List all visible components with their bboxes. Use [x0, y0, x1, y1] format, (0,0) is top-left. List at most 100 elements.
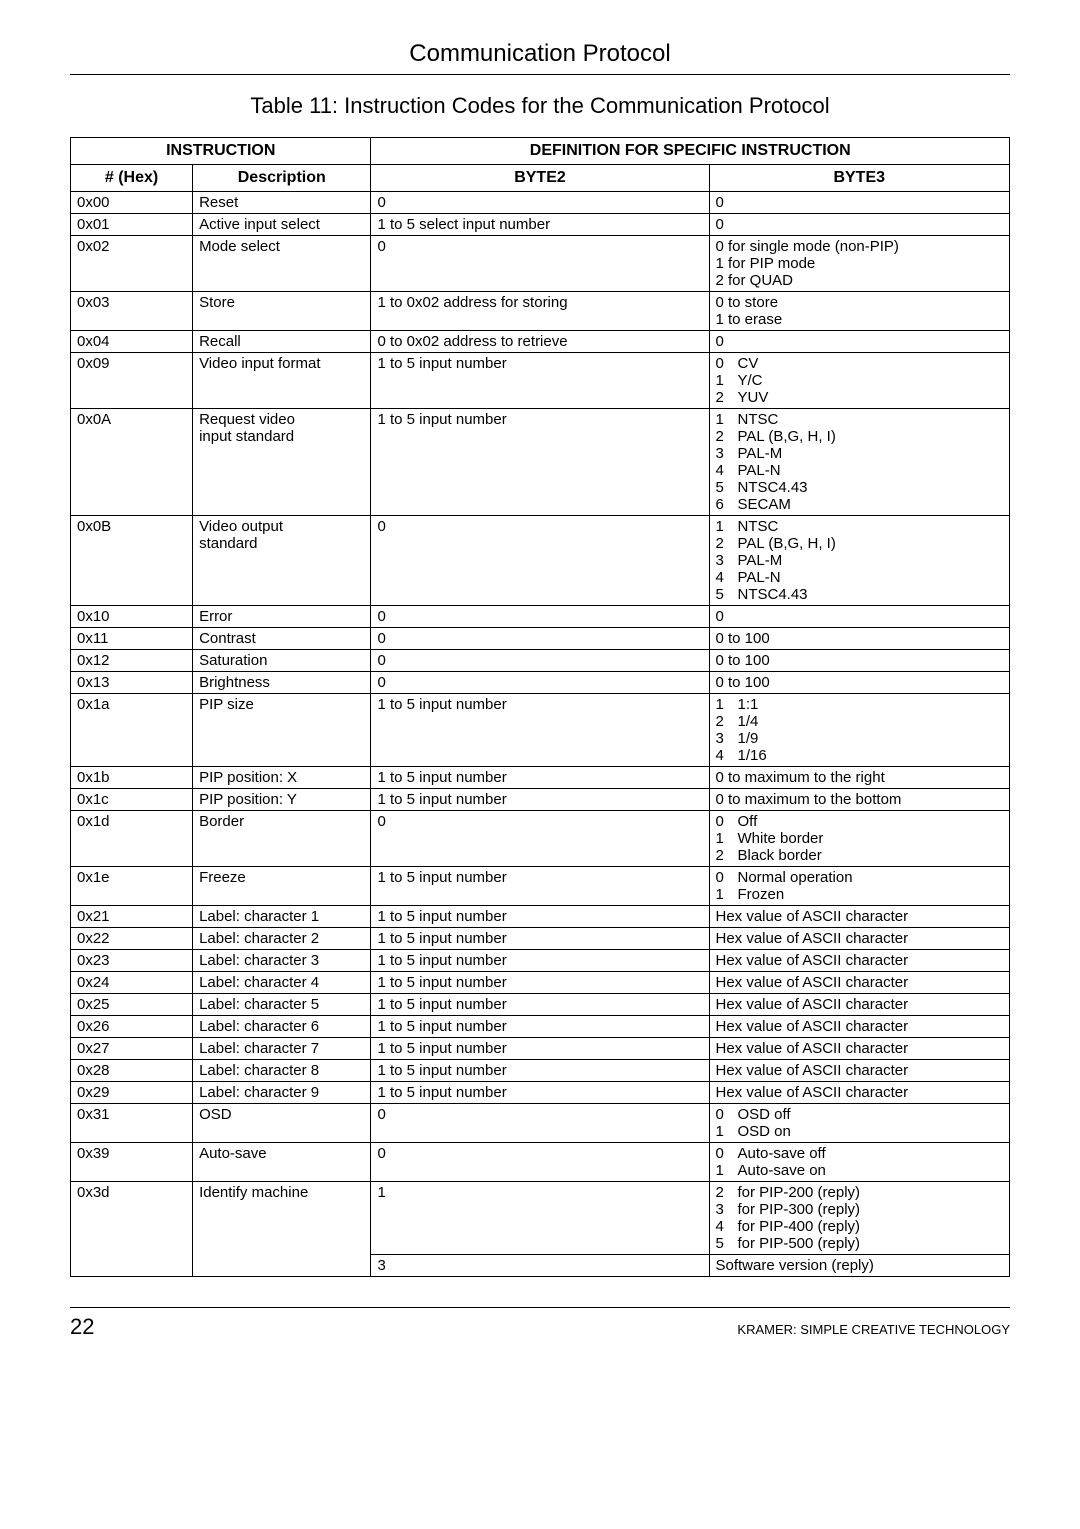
cell-byte2: 0	[371, 1104, 709, 1143]
cell-hex: 0x28	[71, 1060, 193, 1082]
cell-byte3: 0 to maximum to the right	[709, 767, 1010, 789]
cell-hex: 0x1b	[71, 767, 193, 789]
cell-desc: Label: character 1	[193, 906, 371, 928]
table-row: 0x1eFreeze1 to 5 input number0Normal ope…	[71, 867, 1010, 906]
cell-hex: 0x26	[71, 1016, 193, 1038]
cell-byte2: 0	[371, 628, 709, 650]
cell-hex: 0x3d	[71, 1182, 193, 1277]
cell-byte2: 0	[371, 811, 709, 867]
cell-desc: Label: character 6	[193, 1016, 371, 1038]
cell-byte3: 1NTSC2PAL (B,G, H, I)3PAL-M4PAL-N5NTSC4.…	[709, 516, 1010, 606]
cell-byte2: 1 to 5 input number	[371, 1038, 709, 1060]
table-row: 0x31OSD00OSD off1OSD on	[71, 1104, 1010, 1143]
cell-desc: Label: character 9	[193, 1082, 371, 1104]
cell-byte3: 0	[709, 214, 1010, 236]
cell-byte2: 3	[371, 1255, 709, 1277]
cell-hex: 0x27	[71, 1038, 193, 1060]
cell-hex: 0x31	[71, 1104, 193, 1143]
cell-hex: 0x1a	[71, 694, 193, 767]
cell-hex: 0x01	[71, 214, 193, 236]
cell-byte3: 11:121/431/941/16	[709, 694, 1010, 767]
cell-byte3: 1NTSC2PAL (B,G, H, I)3PAL-M4PAL-N5NTSC4.…	[709, 409, 1010, 516]
footer-brand: KRAMER: SIMPLE CREATIVE TECHNOLOGY	[737, 1322, 1010, 1337]
cell-desc: Contrast	[193, 628, 371, 650]
cell-hex: 0x00	[71, 192, 193, 214]
table-row: 0x00Reset00	[71, 192, 1010, 214]
cell-desc: Recall	[193, 331, 371, 353]
cell-desc: Label: character 3	[193, 950, 371, 972]
cell-hex: 0x11	[71, 628, 193, 650]
table-row: 0x3dIdentify machine12for PIP-200 (reply…	[71, 1182, 1010, 1255]
cell-byte3: 0 to 100	[709, 628, 1010, 650]
cell-desc: Saturation	[193, 650, 371, 672]
cell-desc: Freeze	[193, 867, 371, 906]
cell-hex: 0x25	[71, 994, 193, 1016]
cell-byte2: 1 to 5 input number	[371, 867, 709, 906]
th-byte3: BYTE3	[709, 165, 1010, 192]
cell-byte3: 0 for single mode (non-PIP) 1 for PIP mo…	[709, 236, 1010, 292]
cell-desc: Label: character 4	[193, 972, 371, 994]
cell-byte3: Hex value of ASCII character	[709, 950, 1010, 972]
table-row: 0x10Error00	[71, 606, 1010, 628]
table-row: 0x22Label: character 21 to 5 input numbe…	[71, 928, 1010, 950]
cell-byte3: Hex value of ASCII character	[709, 928, 1010, 950]
table-row: 0x1cPIP position: Y1 to 5 input number0 …	[71, 789, 1010, 811]
cell-byte2: 1 to 5 input number	[371, 694, 709, 767]
cell-desc: Video output standard	[193, 516, 371, 606]
table-row: 0x0BVideo output standard01NTSC2PAL (B,G…	[71, 516, 1010, 606]
table-row: 0x12Saturation00 to 100	[71, 650, 1010, 672]
table-row: 0x11Contrast00 to 100	[71, 628, 1010, 650]
cell-byte3: 0Off1White border2Black border	[709, 811, 1010, 867]
table-row: 0x13Brightness00 to 100	[71, 672, 1010, 694]
cell-byte2: 1 to 5 input number	[371, 1082, 709, 1104]
cell-byte2: 0	[371, 236, 709, 292]
cell-desc: PIP position: X	[193, 767, 371, 789]
cell-desc: PIP size	[193, 694, 371, 767]
cell-byte2: 1 to 5 input number	[371, 994, 709, 1016]
th-description: Description	[193, 165, 371, 192]
cell-byte3: Hex value of ASCII character	[709, 1016, 1010, 1038]
cell-desc: Reset	[193, 192, 371, 214]
table-row: 0x1dBorder00Off1White border2Black borde…	[71, 811, 1010, 867]
cell-byte3: Hex value of ASCII character	[709, 906, 1010, 928]
table-row: 0x21Label: character 11 to 5 input numbe…	[71, 906, 1010, 928]
th-hex: # (Hex)	[71, 165, 193, 192]
table-row: 0x1bPIP position: X1 to 5 input number0 …	[71, 767, 1010, 789]
rule-top	[70, 74, 1010, 75]
cell-hex: 0x04	[71, 331, 193, 353]
table-row: 0x03Store1 to 0x02 address for storing0 …	[71, 292, 1010, 331]
cell-desc: Identify machine	[193, 1182, 371, 1277]
cell-hex: 0x09	[71, 353, 193, 409]
cell-byte3: Hex value of ASCII character	[709, 1082, 1010, 1104]
cell-desc: Error	[193, 606, 371, 628]
cell-byte2: 0	[371, 516, 709, 606]
table-row: 0x04Recall0 to 0x02 address to retrieve0	[71, 331, 1010, 353]
cell-desc: OSD	[193, 1104, 371, 1143]
cell-byte3: 0CV1Y/C2YUV	[709, 353, 1010, 409]
th-definition: DEFINITION FOR SPECIFIC INSTRUCTION	[371, 138, 1010, 165]
cell-desc: Request video input standard	[193, 409, 371, 516]
table-row: 0x39Auto-save00Auto-save off1Auto-save o…	[71, 1143, 1010, 1182]
table-row: 0x26Label: character 61 to 5 input numbe…	[71, 1016, 1010, 1038]
cell-byte2: 1 to 5 input number	[371, 950, 709, 972]
cell-byte3: 0 to 100	[709, 672, 1010, 694]
instruction-table: INSTRUCTION DEFINITION FOR SPECIFIC INST…	[70, 137, 1010, 1277]
cell-byte3: 0 to 100	[709, 650, 1010, 672]
cell-byte2: 0	[371, 650, 709, 672]
cell-byte3: 0	[709, 331, 1010, 353]
cell-byte2: 0	[371, 1143, 709, 1182]
cell-desc: Label: character 2	[193, 928, 371, 950]
cell-byte3: 0Auto-save off1Auto-save on	[709, 1143, 1010, 1182]
cell-byte2: 1 to 0x02 address for storing	[371, 292, 709, 331]
table-caption: Table 11: Instruction Codes for the Comm…	[70, 93, 1010, 119]
cell-hex: 0x21	[71, 906, 193, 928]
cell-hex: 0x10	[71, 606, 193, 628]
cell-desc: Label: character 5	[193, 994, 371, 1016]
cell-byte3: Hex value of ASCII character	[709, 972, 1010, 994]
cell-byte2: 1 to 5 input number	[371, 1016, 709, 1038]
cell-desc: PIP position: Y	[193, 789, 371, 811]
cell-desc: Auto-save	[193, 1143, 371, 1182]
cell-byte3: 0	[709, 606, 1010, 628]
cell-byte3: Hex value of ASCII character	[709, 994, 1010, 1016]
cell-hex: 0x13	[71, 672, 193, 694]
